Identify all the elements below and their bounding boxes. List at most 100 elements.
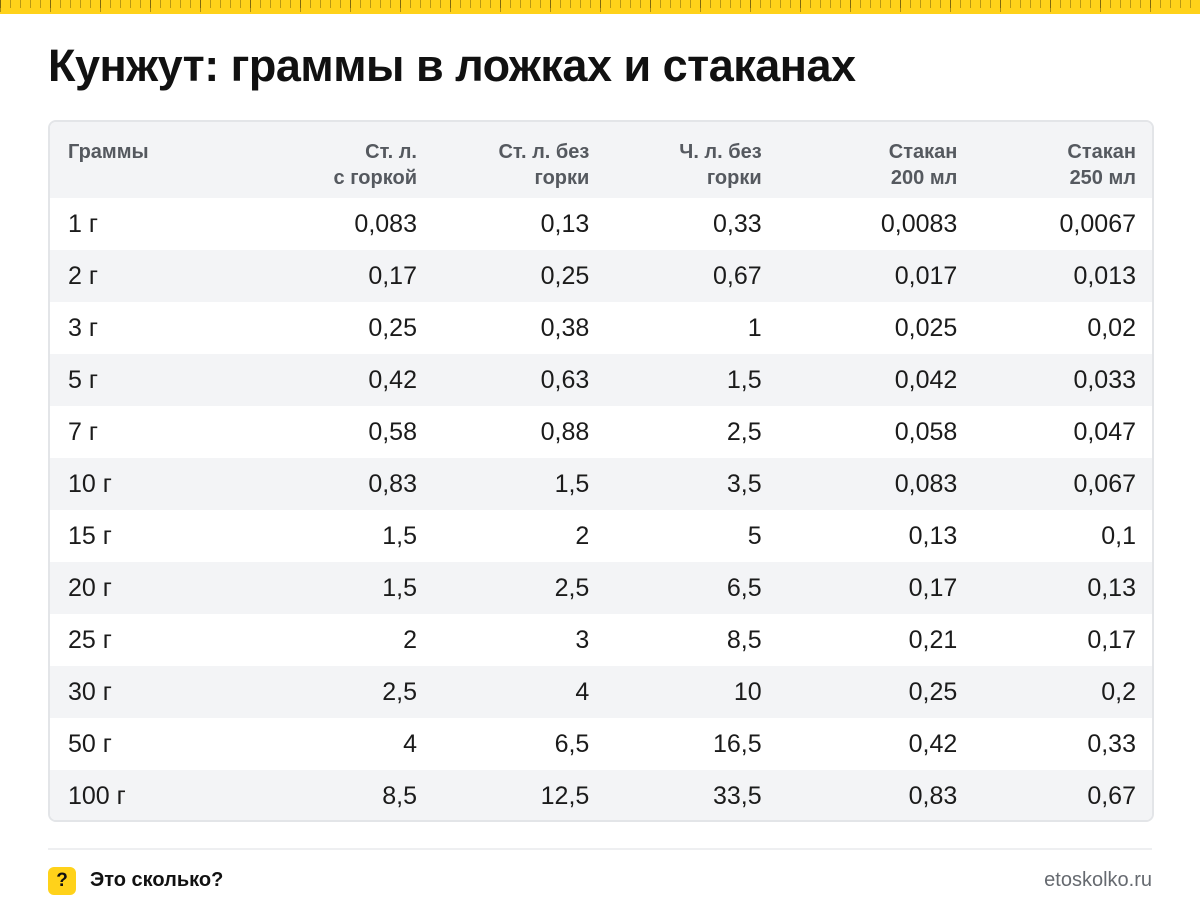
table-row: 5 г 0,42 0,63 1,5 0,042 0,033 <box>50 354 1152 406</box>
value-cell: 0,13 <box>1087 573 1136 602</box>
value-cell: 6,5 <box>726 573 762 602</box>
grams-cell: 2 г <box>68 261 98 290</box>
value-cell: 0,25 <box>368 313 417 342</box>
value-cell: 0,17 <box>908 573 958 602</box>
conversion-table-card: Граммы Ст. л. с горкой Ст. л. без горки … <box>48 120 1154 822</box>
grams-cell: 30 г <box>68 677 112 706</box>
header-grams: Граммы <box>50 122 263 198</box>
value-cell: 4 <box>575 677 590 706</box>
value-cell: 0,42 <box>908 729 958 758</box>
grams-cell: 1 г <box>68 209 98 238</box>
value-cell: 0,58 <box>368 417 417 446</box>
footer-divider <box>48 848 1152 850</box>
grams-cell: 50 г <box>68 729 112 758</box>
brand-name: Это сколько? <box>90 869 224 891</box>
value-cell: 3,5 <box>726 469 762 498</box>
table-body: 1 г 0,083 0,13 0,33 0,0083 0,0067 2 г 0,17 0,25 0… <box>50 198 1152 820</box>
value-cell: 0,083 <box>354 209 417 238</box>
grams-cell: 10 г <box>68 469 112 498</box>
value-cell: 2,5 <box>726 417 762 446</box>
grams-cell: 20 г <box>68 573 112 602</box>
header-tsp-level-line1: Ч. л. без <box>679 141 762 163</box>
value-cell: 0,88 <box>540 417 590 446</box>
table-row: 3 г 0,25 0,38 1 0,025 0,02 <box>50 302 1152 354</box>
value-cell: 2,5 <box>554 573 590 602</box>
table-row: 25 г 2 3 8,5 0,21 0,17 <box>50 614 1152 666</box>
value-cell: 0,1 <box>1101 521 1136 550</box>
value-cell: 0,058 <box>894 417 958 446</box>
table-row: 10 г 0,83 1,5 3,5 0,083 0,067 <box>50 458 1152 510</box>
header-tbsp-heaped: Ст. л. с горкой <box>263 122 417 198</box>
table-row: 50 г 4 6,5 16,5 0,42 0,33 <box>50 718 1152 770</box>
table-row: 2 г 0,17 0,25 0,67 0,017 0,013 <box>50 250 1152 302</box>
table-row: 15 г 1,5 2 5 0,13 0,1 <box>50 510 1152 562</box>
question-mark-icon: ? <box>48 867 76 895</box>
table-header-row: Граммы Ст. л. с горкой Ст. л. без горки … <box>50 122 1152 198</box>
header-cup-250-line1: Стакан <box>1067 141 1136 163</box>
value-cell: 0,025 <box>894 313 958 342</box>
value-cell: 0,83 <box>368 469 417 498</box>
value-cell: 0,67 <box>713 261 762 290</box>
page-title: Кунжут: граммы в ложках и стаканах <box>48 40 856 91</box>
value-cell: 0,21 <box>908 625 958 654</box>
header-tbsp-level-line1: Ст. л. без <box>498 141 590 163</box>
header-tbsp-level-line2: горки <box>534 167 590 189</box>
value-cell: 0,067 <box>1073 469 1136 498</box>
value-cell: 0,033 <box>1073 365 1136 394</box>
header-tbsp-heaped-line2: с горкой <box>333 167 417 189</box>
value-cell: 0,67 <box>1087 781 1136 810</box>
value-cell: 0,33 <box>713 209 762 238</box>
header-tbsp-level: Ст. л. без горки <box>417 122 589 198</box>
value-cell: 0,13 <box>908 521 958 550</box>
value-cell: 3 <box>575 625 590 654</box>
value-cell: 0,38 <box>540 313 590 342</box>
value-cell: 0,13 <box>540 209 590 238</box>
value-cell: 2,5 <box>382 677 417 706</box>
value-cell: 1,5 <box>382 573 417 602</box>
value-cell: 0,017 <box>894 261 958 290</box>
value-cell: 0,17 <box>1087 625 1136 654</box>
ruler-strip <box>0 0 1200 14</box>
value-cell: 4 <box>403 729 417 758</box>
value-cell: 0,042 <box>894 365 958 394</box>
site-url[interactable]: etoskolko.ru <box>1044 869 1152 891</box>
grams-cell: 100 г <box>68 781 126 810</box>
value-cell: 2 <box>403 625 417 654</box>
value-cell: 0,0083 <box>880 209 958 238</box>
header-tsp-level-line2: горки <box>706 167 762 189</box>
value-cell: 5 <box>747 521 762 550</box>
value-cell: 0,083 <box>894 469 958 498</box>
value-cell: 0,33 <box>1087 729 1136 758</box>
value-cell: 0,25 <box>540 261 590 290</box>
table-header: Граммы Ст. л. с горкой Ст. л. без горки … <box>50 122 1152 198</box>
value-cell: 1,5 <box>726 365 762 394</box>
value-cell: 0,02 <box>1087 313 1136 342</box>
value-cell: 1 <box>747 313 762 342</box>
value-cell: 10 <box>733 677 762 706</box>
table-row: 20 г 1,5 2,5 6,5 0,17 0,13 <box>50 562 1152 614</box>
header-cup-200: Стакан 200 мл <box>762 122 958 198</box>
value-cell: 12,5 <box>540 781 590 810</box>
table-row: 30 г 2,5 4 10 0,25 0,2 <box>50 666 1152 718</box>
grams-cell: 25 г <box>68 625 112 654</box>
header-cup-200-line2: 200 мл <box>890 167 958 189</box>
value-cell: 1,5 <box>382 521 417 550</box>
value-cell: 16,5 <box>713 729 762 758</box>
header-cup-250-line2: 250 мл <box>1069 167 1136 189</box>
value-cell: 8,5 <box>726 625 762 654</box>
value-cell: 1,5 <box>554 469 590 498</box>
header-cup-250: Стакан 250 мл <box>957 122 1152 198</box>
value-cell: 0,63 <box>540 365 590 394</box>
grams-cell: 3 г <box>68 313 98 342</box>
value-cell: 0,047 <box>1073 417 1136 446</box>
value-cell: 0,83 <box>908 781 958 810</box>
value-cell: 0,25 <box>908 677 958 706</box>
table-row: 7 г 0,58 0,88 2,5 0,058 0,047 <box>50 406 1152 458</box>
table-row: 1 г 0,083 0,13 0,33 0,0083 0,0067 <box>50 198 1152 250</box>
value-cell: 0,17 <box>368 261 417 290</box>
header-cup-200-line1: Стакан <box>888 141 958 163</box>
value-cell: 0,2 <box>1101 677 1136 706</box>
header-tsp-level: Ч. л. без горки <box>589 122 761 198</box>
header-tbsp-heaped-line1: Ст. л. <box>365 141 417 163</box>
conversion-table: Граммы Ст. л. с горкой Ст. л. без горки … <box>50 122 1152 820</box>
